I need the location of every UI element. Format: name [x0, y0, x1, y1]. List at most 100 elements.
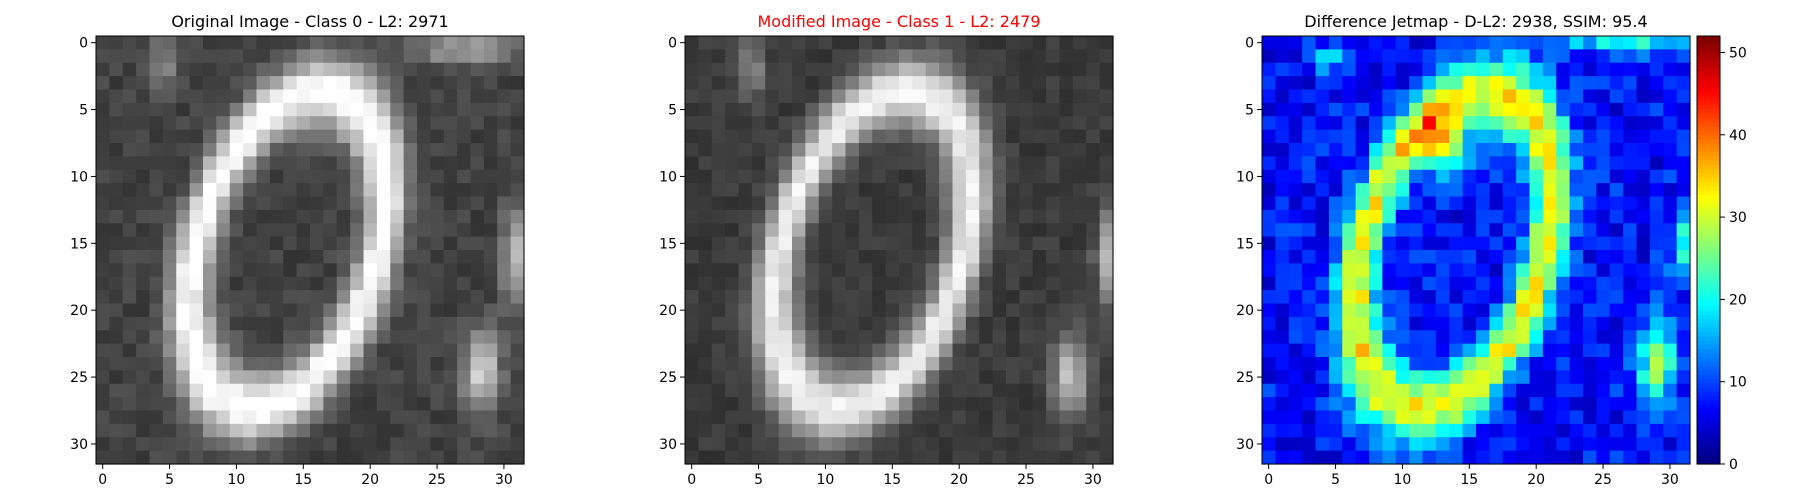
heatmap-cell [1046, 36, 1061, 50]
heatmap-cell [1596, 76, 1611, 91]
heatmap-cell [1072, 156, 1087, 171]
heatmap-cell [818, 343, 833, 358]
heatmap-cell [1623, 263, 1638, 278]
colorbar-segment [1697, 228, 1720, 234]
heatmap-cell [1596, 223, 1611, 238]
heatmap-cell [979, 450, 994, 465]
heatmap-cell [203, 169, 217, 184]
heatmap-cell [1435, 303, 1450, 318]
heatmap-cell [1542, 116, 1557, 131]
heatmap-cell [1529, 250, 1544, 264]
heatmap-cell [109, 370, 124, 385]
heatmap-cell [1489, 36, 1504, 50]
heatmap-cell [162, 49, 177, 64]
heatmap-cell [1382, 370, 1397, 385]
heatmap-cell [1409, 410, 1424, 425]
heatmap-cell [992, 343, 1007, 358]
heatmap-cell [162, 437, 177, 452]
heatmap-cell [738, 316, 753, 331]
heatmap-cell [390, 116, 405, 131]
heatmap-cell [751, 156, 766, 171]
heatmap-cell [1435, 330, 1450, 345]
heatmap-cell [979, 169, 994, 184]
heatmap-cell [390, 236, 405, 251]
heatmap-cell [1462, 169, 1477, 184]
y-tick-label: 30 [70, 437, 88, 453]
heatmap-cell [457, 330, 472, 345]
heatmap-cell [912, 129, 927, 144]
heatmap-cell [765, 62, 780, 77]
heatmap-cell [1099, 236, 1114, 251]
heatmap-cell [336, 236, 351, 251]
heatmap-cell [979, 49, 994, 64]
heatmap-cell [1649, 357, 1664, 371]
heatmap-cell [832, 276, 847, 291]
heatmap-cell [939, 89, 954, 104]
heatmap-cell [1435, 183, 1450, 198]
heatmap-cell [899, 223, 913, 238]
heatmap-cell [1382, 410, 1397, 425]
heatmap-cell [1462, 450, 1477, 465]
heatmap-cell [1302, 156, 1317, 171]
heatmap-cell [1059, 49, 1074, 64]
heatmap-cell [122, 183, 137, 198]
heatmap-cell [1542, 89, 1557, 104]
heatmap-cell [872, 410, 887, 425]
heatmap-cell [711, 423, 726, 438]
heatmap-cell [1569, 116, 1584, 131]
heatmap-cell [1409, 250, 1424, 264]
heatmap-cell [1556, 303, 1571, 318]
heatmap-cell [403, 49, 418, 64]
heatmap-cell [363, 303, 378, 318]
heatmap-cell [162, 129, 177, 144]
heatmap-cell [136, 156, 151, 171]
heatmap-cell [1556, 263, 1571, 278]
heatmap-cell [1583, 370, 1597, 385]
heatmap-cell [1369, 36, 1383, 50]
heatmap-cell [256, 263, 271, 278]
heatmap-cell [1435, 370, 1450, 385]
heatmap-cell [1409, 437, 1424, 452]
heatmap-cell [1006, 330, 1020, 345]
heatmap-cell [1302, 450, 1317, 465]
heatmap-cell [738, 370, 753, 385]
heatmap-cell [1542, 169, 1557, 184]
heatmap-cell [1086, 49, 1101, 64]
heatmap-cell [979, 129, 994, 144]
heatmap-cell [417, 316, 431, 331]
heatmap-cell [1355, 263, 1370, 278]
heatmap-cell [751, 303, 766, 318]
heatmap-cell [738, 183, 753, 198]
heatmap-cell [430, 276, 445, 291]
heatmap-cell [430, 236, 445, 251]
heatmap-cell [363, 276, 378, 291]
heatmap-cell [1275, 76, 1290, 91]
heatmap-cell [243, 196, 258, 211]
heatmap-cell [1262, 76, 1276, 91]
heatmap-cell [1382, 143, 1397, 157]
heatmap-cell [792, 357, 806, 371]
heatmap-cell [256, 410, 271, 425]
heatmap-cell [872, 209, 887, 224]
heatmap-cell [1583, 263, 1597, 278]
heatmap-cell [1086, 263, 1101, 278]
heatmap-cell [310, 290, 324, 305]
heatmap-cell [149, 89, 164, 104]
heatmap-cell [939, 450, 954, 465]
heatmap-cell [1086, 250, 1101, 264]
heatmap-cell [1489, 330, 1504, 345]
heatmap-cell [269, 89, 284, 104]
heatmap-cell [296, 357, 311, 371]
heatmap-cell [1288, 250, 1303, 264]
heatmap-cell [497, 357, 512, 371]
colorbar-segment [1697, 284, 1720, 290]
heatmap-cell [1099, 263, 1114, 278]
heatmap-cell [1556, 143, 1571, 157]
heatmap-cell [965, 263, 980, 278]
heatmap-cell [1288, 370, 1303, 385]
x-tick-label: 5 [754, 472, 763, 488]
heatmap-cell [965, 303, 980, 318]
heatmap-cell [403, 290, 418, 305]
heatmap-cell [1409, 316, 1424, 331]
heatmap-cell [1676, 343, 1691, 358]
